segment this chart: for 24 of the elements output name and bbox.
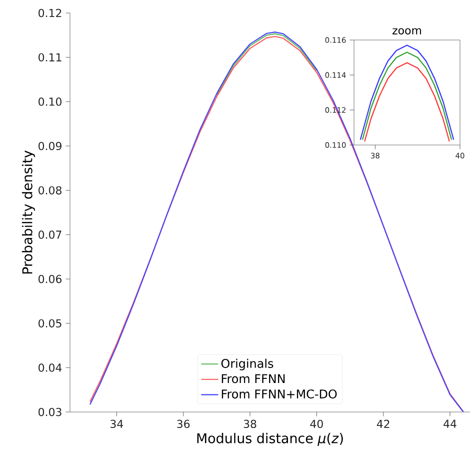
y-tick-label: 0.12	[38, 8, 62, 18]
y-tick-label: 0.11	[38, 53, 62, 62]
x-tick-label: 34	[110, 420, 124, 428]
legend-label: Originals	[221, 358, 274, 370]
y-tick-label: 0.05	[38, 319, 62, 328]
y-tick-label: 0.10	[38, 98, 62, 106]
x-tick-label: 42	[376, 420, 390, 428]
y-tick-label: 0.06	[38, 274, 62, 284]
y-tick-label: 0.07	[38, 230, 62, 239]
chart-title: zoom	[392, 28, 421, 34]
y-tick-label: 0.04	[38, 364, 62, 372]
y-axis-title: Probability density	[22, 150, 35, 274]
line-series	[364, 62, 450, 142]
legend-label: From FFNN+MC-DO	[222, 389, 337, 399]
x-axis-title: Modulus distance μ(z)	[197, 432, 343, 446]
x-tick-label: 44	[444, 420, 456, 428]
line-series	[216, 33, 318, 96]
x-tick-label: 36	[177, 420, 190, 428]
x-tick-label: 40	[310, 420, 323, 428]
x-tick-label: 38	[244, 420, 256, 428]
y-tick-label: 0.09	[38, 142, 62, 150]
y-tick-label: 0.08	[38, 186, 62, 194]
y-tick-label: 0.03	[38, 408, 62, 416]
legend-label: From FFNN	[222, 374, 285, 384]
